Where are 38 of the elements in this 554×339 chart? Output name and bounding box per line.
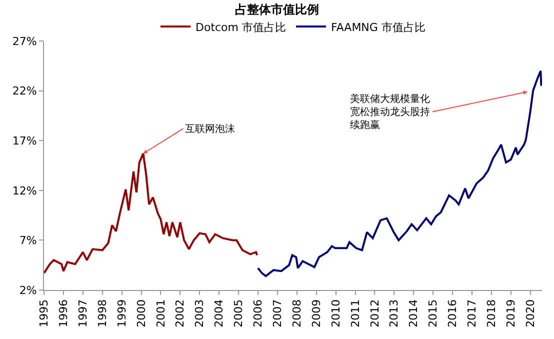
x-tick-label: 2017 [466, 299, 479, 328]
x-tick-label: 2016 [446, 299, 460, 328]
x-tick-label: 1997 [76, 299, 90, 328]
x-tick-label: 2020 [524, 299, 537, 328]
chart-title: 占整体市值比例 [235, 2, 319, 16]
line-series [256, 70, 542, 278]
x-tick-label: 2006 [252, 299, 265, 328]
x-tick-label: 1995 [38, 299, 51, 328]
legend-label: Dotcom 市值占比 [196, 20, 286, 34]
x-tick-label: 2004 [212, 299, 226, 328]
y-tick-label: 17% [12, 134, 37, 148]
x-tick-label: 2011 [348, 299, 362, 328]
x-tick-label: 2018 [484, 299, 498, 328]
x-tick-label: 2005 [232, 299, 246, 328]
x-tick-label: 1998 [96, 299, 109, 328]
x-tick-label: 2001 [154, 299, 168, 328]
x-tick-label: 2012 [368, 299, 382, 328]
x-tick-label: 2015 [426, 299, 440, 328]
y-tick-label: 12% [12, 184, 37, 198]
y-tick-label: 7% [19, 234, 37, 248]
x-tick-label: 2003 [193, 299, 206, 328]
x-tick-label: 2002 [174, 299, 187, 328]
x-tick-label: 2014 [407, 299, 420, 328]
y-tick-label: 2% [19, 284, 37, 297]
annotation: 互联网泡沫 [185, 123, 235, 135]
x-tick-label: 2000 [134, 299, 148, 328]
x-tick-label: 2019 [504, 299, 518, 328]
x-tick-label: 2008 [290, 299, 304, 328]
x-tick-label: 1999 [115, 299, 128, 328]
y-tick-label: 22% [12, 84, 37, 98]
legend-label: FAAMNG 市值占比 [331, 20, 426, 34]
x-tick-label: 2007 [271, 299, 284, 328]
x-tick-label: 2009 [310, 299, 323, 328]
x-tick-label: 1996 [57, 299, 70, 328]
annotation: 美联储大规模量化宽松推动龙头股持续跑赢 [350, 93, 430, 131]
x-tick-label: 2013 [388, 299, 401, 328]
x-tick-label: 2010 [329, 299, 342, 328]
y-tick-label: 27% [12, 34, 37, 48]
